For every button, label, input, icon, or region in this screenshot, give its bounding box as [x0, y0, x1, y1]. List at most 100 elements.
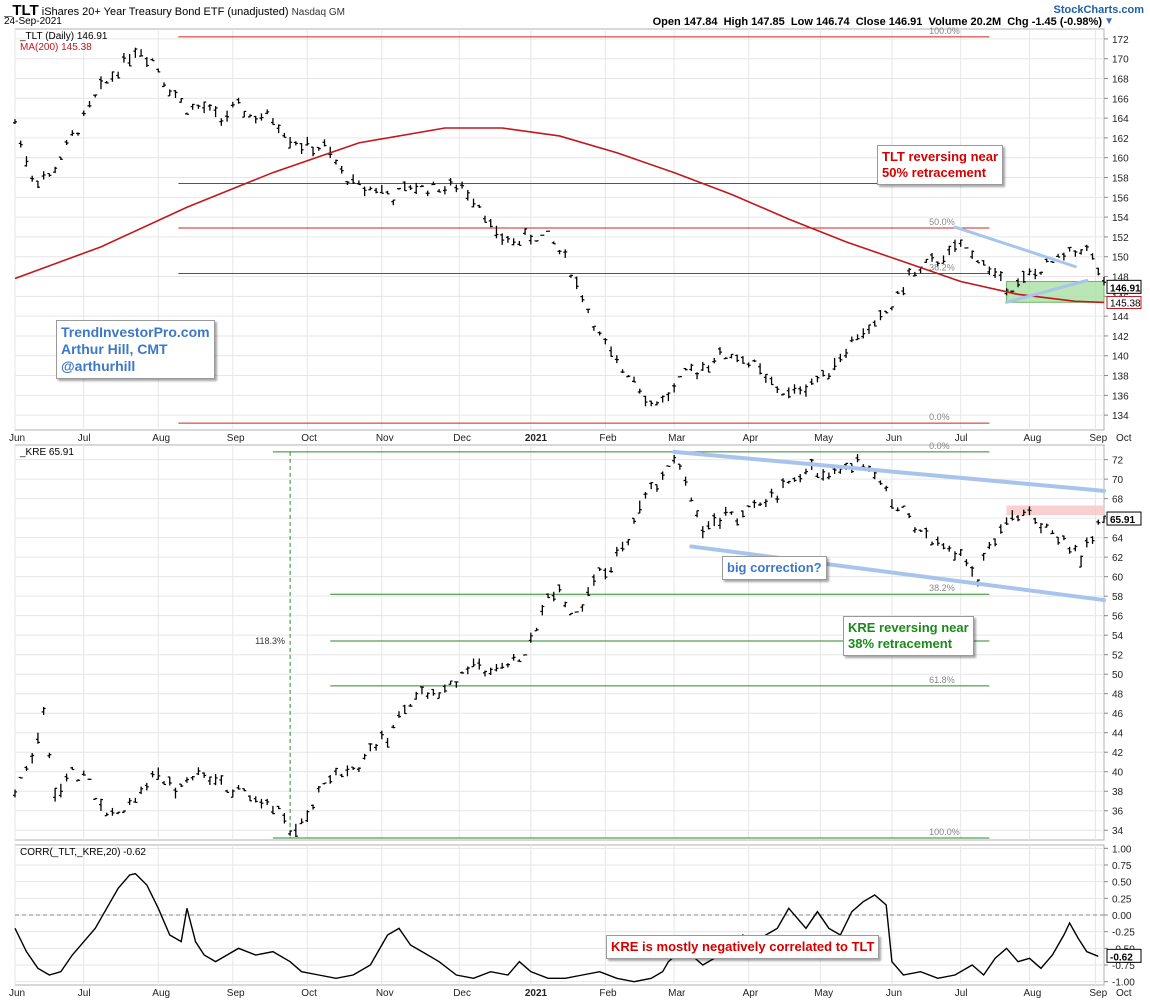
trendline	[672, 449, 1106, 493]
price-bar	[740, 356, 745, 364]
price-bar	[316, 786, 321, 793]
price-bar	[964, 559, 969, 567]
x-tick-label: Mar	[668, 988, 686, 999]
y-tick-label: 52	[1112, 651, 1124, 662]
price-bar	[889, 499, 894, 509]
price-bar	[706, 521, 711, 530]
price-bar	[511, 238, 516, 246]
price-bar	[1056, 536, 1061, 545]
price-bar	[586, 308, 591, 314]
price-bar	[76, 132, 81, 136]
price-bar	[981, 552, 986, 561]
price-bar	[110, 71, 115, 82]
price-bar	[379, 184, 384, 194]
price-bar	[1073, 250, 1078, 257]
price-bar	[402, 704, 407, 715]
price-bar	[786, 387, 791, 399]
price-bar	[1079, 555, 1084, 568]
price-bar	[763, 373, 768, 383]
x-tick-label: Oct	[301, 988, 317, 999]
price-bar	[654, 401, 659, 406]
price-bar	[144, 782, 149, 791]
y-tick-label: 72	[1112, 456, 1124, 467]
price-bar	[700, 526, 705, 539]
fib-level-label: 0.0%	[929, 441, 950, 451]
y-tick-label: 34	[1112, 826, 1124, 837]
dropdown-icon[interactable]: ▼	[1104, 16, 1114, 27]
price-bar	[471, 658, 476, 668]
price-bar	[333, 159, 338, 165]
price-bar	[81, 770, 86, 776]
price-bar	[236, 785, 241, 790]
price-bar	[775, 495, 780, 503]
price-bar	[505, 663, 510, 668]
price-bar	[952, 551, 957, 561]
author-site: TrendInvestorPro.com	[61, 324, 210, 340]
price-bar	[1061, 252, 1066, 261]
price-bar	[1073, 544, 1078, 552]
price-bar	[70, 766, 75, 771]
exchange-label: Nasdaq GM	[291, 7, 345, 18]
price-bar	[311, 804, 316, 810]
price-bar	[517, 240, 522, 246]
y-tick-label: 48	[1112, 690, 1124, 701]
price-bar	[717, 517, 722, 529]
tlt-note-line1: TLT reversing near	[882, 149, 999, 164]
price-bar	[419, 686, 424, 695]
ma-value-box	[1106, 295, 1142, 309]
kre-panel: 3436384042444648505254565860626466687072…	[13, 441, 1142, 841]
price-bar	[683, 476, 688, 486]
price-bar	[236, 97, 241, 104]
price-bar	[379, 730, 384, 740]
close-label: Close	[855, 16, 886, 28]
author-name: Arthur Hill, CMT	[61, 341, 168, 357]
price-bar	[391, 724, 396, 729]
price-bar	[574, 276, 579, 290]
price-bar	[740, 510, 745, 518]
price-bar	[293, 141, 298, 146]
price-bar	[53, 787, 58, 802]
price-bar	[901, 505, 906, 508]
x-tick-label: Jun	[886, 988, 902, 999]
price-bar	[351, 174, 356, 184]
open-value: 147.84	[683, 16, 718, 28]
price-bar	[47, 172, 52, 177]
price-bar	[213, 106, 218, 118]
price-bar	[47, 752, 52, 759]
price-bar	[746, 362, 751, 368]
price-bar	[299, 818, 304, 825]
volume-label: Volume	[928, 16, 968, 28]
price-bar	[821, 369, 826, 377]
price-bar	[385, 190, 390, 195]
price-bar	[270, 805, 275, 815]
y-tick-label: 0.75	[1112, 861, 1132, 872]
tlt-note-line2: 50% retracement	[882, 165, 987, 180]
price-bar	[792, 384, 797, 394]
price-bar	[907, 268, 912, 276]
price-bar	[855, 334, 860, 341]
price-bar	[139, 786, 144, 795]
price-bar	[385, 737, 390, 748]
price-bar	[110, 807, 115, 816]
price-bar	[1027, 268, 1032, 276]
price-bar	[591, 574, 596, 586]
x-tick-label: Oct	[301, 433, 317, 444]
price-bar	[878, 480, 883, 485]
price-bar	[150, 771, 155, 778]
price-bar	[998, 524, 1003, 534]
price-bar	[614, 546, 619, 557]
x-tick-label: Apr	[743, 433, 759, 444]
y-tick-label: 136	[1112, 391, 1129, 402]
price-bar	[442, 186, 447, 195]
price-bar	[930, 541, 935, 546]
price-bar	[792, 477, 797, 482]
price-bar	[695, 372, 700, 380]
price-bar	[993, 538, 998, 547]
y-tick-label: 56	[1112, 612, 1124, 623]
price-bar	[970, 250, 975, 259]
price-bar	[884, 485, 889, 492]
tlt-annotation-box: TLT reversing near 50% retracement	[877, 145, 1004, 185]
price-bar	[603, 568, 608, 580]
price-bar	[87, 778, 92, 781]
price-bar	[1079, 249, 1084, 255]
